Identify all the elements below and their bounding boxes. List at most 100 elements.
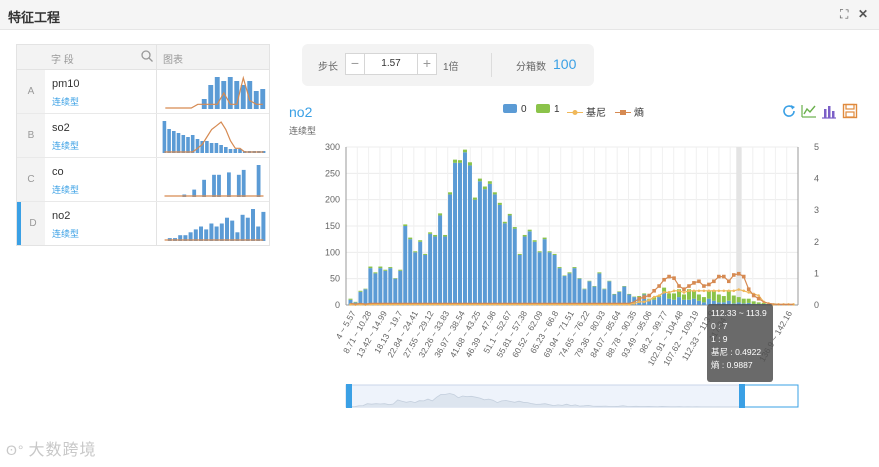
bar-class-0 — [373, 273, 378, 305]
point-entropy — [637, 296, 641, 301]
point-gini — [672, 289, 676, 293]
thumbnail-bar — [209, 143, 214, 153]
bar-class-1 — [711, 290, 716, 301]
point-entropy — [652, 288, 656, 293]
point-entropy — [727, 279, 731, 284]
point-entropy — [697, 279, 701, 284]
step-increment-button[interactable]: + — [417, 54, 436, 74]
bar-class-1 — [632, 296, 637, 298]
point-entropy — [746, 287, 751, 291]
point-entropy — [702, 284, 706, 288]
point-gini — [707, 289, 711, 293]
bar-class-0 — [577, 278, 582, 305]
point-gini — [647, 298, 651, 302]
bar-class-1 — [408, 237, 413, 240]
legend-item-gini[interactable]: 基尼 — [567, 104, 606, 119]
bar-class-0 — [438, 215, 443, 305]
point-entropy — [741, 274, 746, 279]
bar-class-0 — [746, 302, 751, 305]
bar-class-1 — [353, 301, 358, 303]
bar-class-1 — [617, 291, 622, 292]
row-letter: C — [17, 158, 45, 201]
point-entropy — [736, 271, 741, 276]
point-entropy — [647, 293, 651, 298]
bar-class-0 — [383, 270, 388, 305]
thumbnail-bar — [214, 77, 220, 109]
point-gini — [742, 289, 746, 293]
bar-class-0 — [448, 194, 453, 305]
bar-class-1 — [542, 237, 547, 240]
bar-class-0 — [736, 302, 741, 305]
zoom-slider-preview — [349, 393, 741, 408]
bar-class-0 — [358, 291, 363, 305]
bar-class-0 — [642, 294, 647, 305]
bar-class-1 — [686, 289, 691, 300]
bar-class-0 — [552, 254, 557, 305]
feature-thumbnail-chart[interactable] — [161, 72, 267, 111]
watermark: ʘ° 大数跨境 — [6, 442, 97, 459]
thumbnail-bar — [219, 145, 223, 153]
point-gini — [732, 289, 736, 293]
bar-class-1 — [736, 297, 741, 303]
point-entropy — [722, 274, 726, 279]
bar-class-1 — [562, 275, 567, 277]
bar-class-1 — [428, 232, 433, 234]
bar-class-0 — [647, 299, 652, 305]
bins-value[interactable]: 100 — [553, 56, 577, 72]
point-gini — [717, 289, 721, 293]
step-stepper[interactable]: − 1.57 + — [345, 53, 437, 75]
bar-class-1 — [672, 293, 677, 300]
search-icon[interactable] — [140, 49, 154, 63]
legend-item-entropy[interactable]: 熵 — [615, 104, 644, 119]
step-decrement-button[interactable]: − — [346, 54, 365, 74]
bar-class-1 — [572, 267, 577, 269]
thumbnail-bar — [238, 149, 242, 153]
bar-class-1 — [637, 296, 642, 298]
bar-class-0 — [398, 270, 403, 305]
bar-class-1 — [667, 293, 672, 299]
thumbnail-bar — [224, 147, 228, 153]
feature-thumbnail-chart[interactable] — [161, 116, 267, 155]
point-gini — [682, 291, 686, 294]
point-gini — [747, 291, 751, 294]
point-gini — [702, 289, 706, 293]
zoom-handle-right[interactable] — [739, 384, 745, 408]
expand-icon[interactable]: ⛶ — [840, 7, 849, 21]
point-entropy — [751, 293, 756, 298]
bar-class-0 — [542, 239, 547, 305]
bar-class-1 — [761, 302, 766, 304]
bar-class-0 — [527, 231, 532, 305]
bar-class-1 — [522, 234, 527, 237]
bar-class-1 — [517, 253, 522, 255]
bar-class-0 — [348, 299, 353, 305]
refresh-icon[interactable] — [781, 103, 797, 119]
close-icon[interactable]: ✕ — [858, 7, 869, 21]
bar-class-1 — [627, 293, 632, 295]
bar-class-0 — [617, 291, 622, 305]
bar-class-0 — [696, 300, 701, 305]
bar-class-0 — [522, 236, 527, 305]
legend-item-0[interactable]: 0 — [503, 104, 527, 115]
step-value[interactable]: 1.57 — [381, 58, 401, 69]
bar-class-1 — [701, 297, 706, 303]
point-gini — [667, 291, 671, 294]
point-gini — [662, 291, 666, 294]
bar-class-0 — [453, 162, 458, 305]
line-chart-icon[interactable] — [801, 103, 817, 119]
point-entropy — [642, 295, 646, 299]
legend-item-1[interactable]: 1 — [536, 104, 560, 115]
point-entropy — [662, 277, 666, 282]
feature-thumbnail-chart[interactable] — [161, 160, 267, 199]
save-icon[interactable] — [842, 103, 858, 119]
watermark-logo-icon: ʘ° — [6, 442, 25, 458]
feature-thumbnail-chart[interactable] — [161, 204, 267, 243]
bar-class-0 — [721, 302, 726, 305]
bar-chart-icon[interactable] — [821, 103, 837, 119]
zoom-handle-left[interactable] — [346, 384, 352, 408]
feature-name: co — [52, 166, 64, 178]
hover-highlight — [736, 147, 742, 305]
